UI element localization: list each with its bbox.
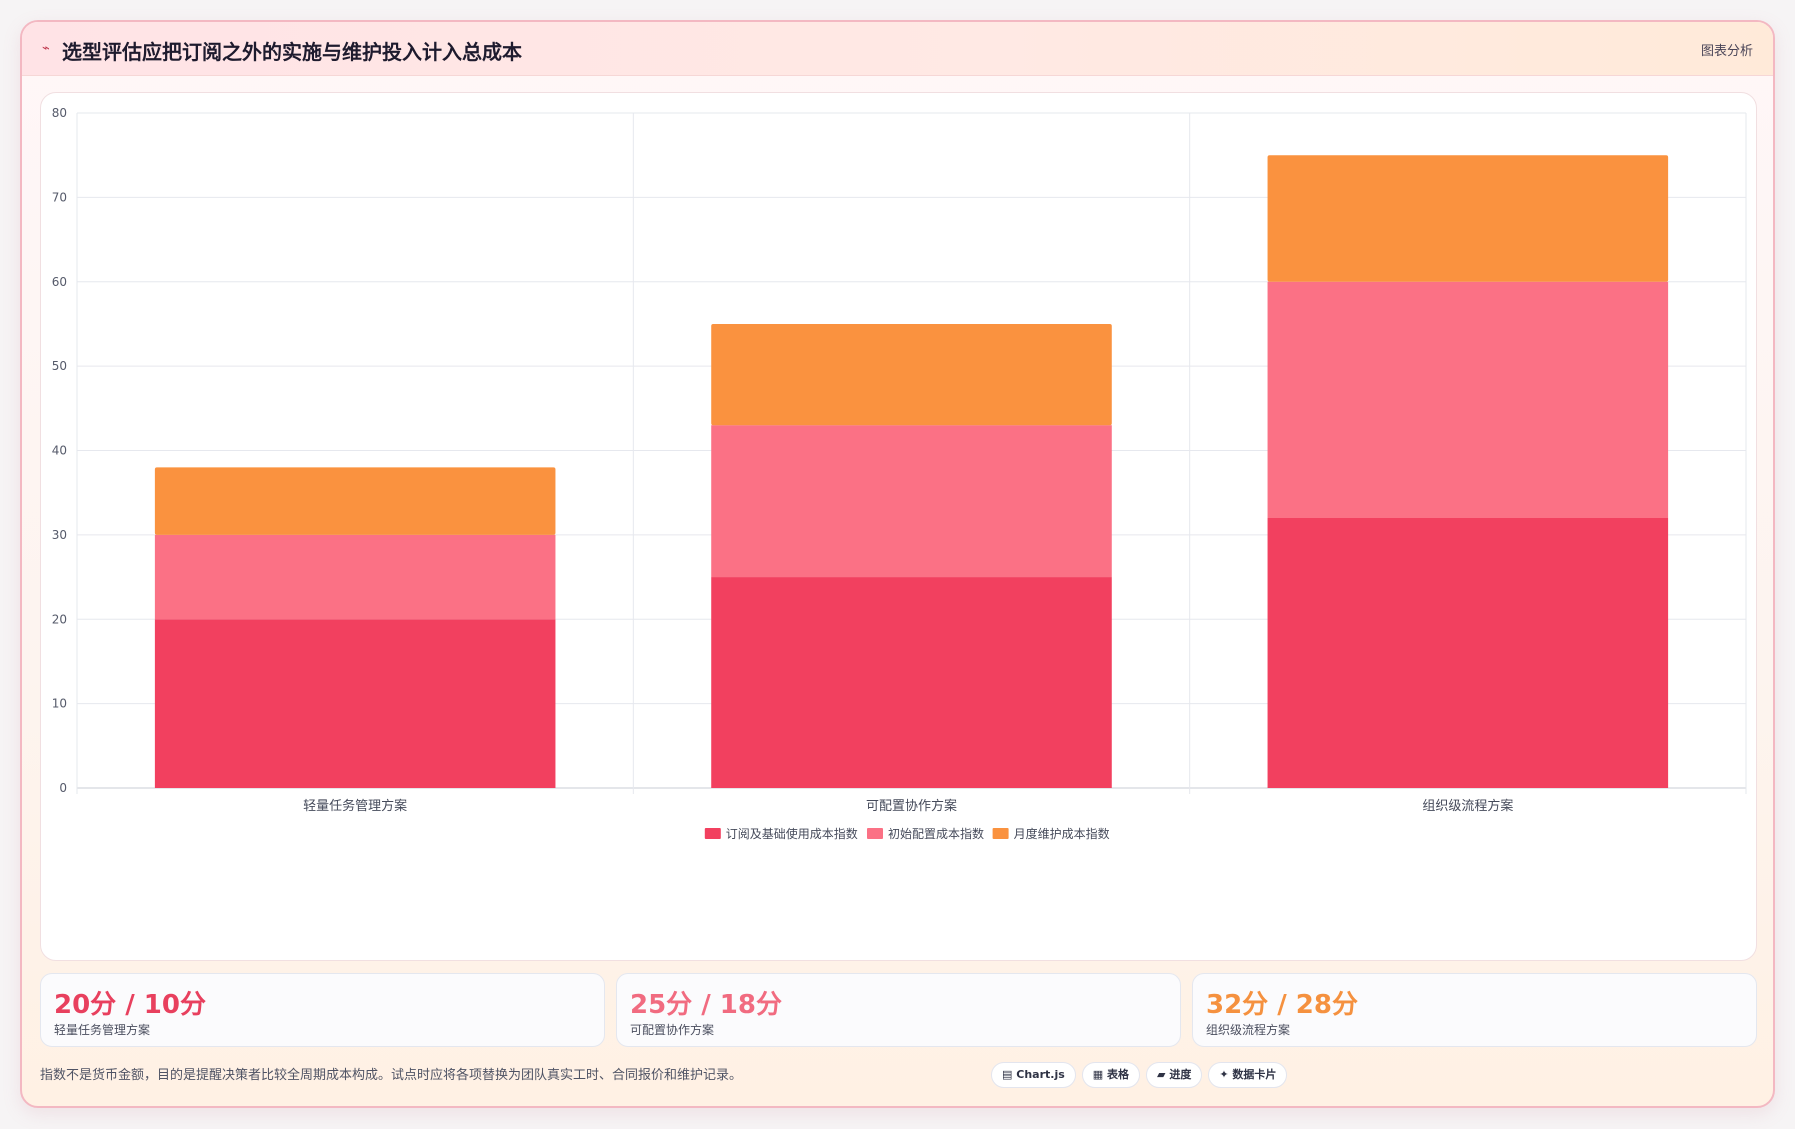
table-icon: ▦	[1092, 1068, 1104, 1081]
y-tick-label: 80	[52, 106, 67, 120]
legend-swatch	[704, 828, 721, 839]
chip-table[interactable]: ▦ 表格	[1081, 1062, 1141, 1088]
stat-value: 32分 / 28分	[1206, 990, 1358, 1020]
chart-icon: ▤	[1002, 1068, 1013, 1081]
legend-label: 初始配置成本指数	[888, 826, 984, 841]
chip-progress[interactable]: ▰ 进度	[1146, 1062, 1203, 1088]
legend-swatch	[992, 828, 1009, 839]
y-tick-label: 0	[59, 781, 67, 795]
panel-title: 选型评估应把订阅之外的实施与维护投入计入总成本	[62, 40, 522, 64]
stat-card-lightweight: 20分 / 10分 轻量任务管理方案	[40, 973, 605, 1047]
chip-label: 数据卡片	[1232, 1068, 1277, 1081]
chart-analysis-tag: 图表分析	[1700, 44, 1753, 59]
y-tick-label: 60	[52, 275, 67, 289]
y-tick-label: 70	[52, 190, 67, 204]
y-tick-label: 10	[52, 697, 67, 711]
bar-segment	[711, 577, 1112, 788]
stat-card-configurable: 25分 / 18分 可配置协作方案	[616, 973, 1181, 1047]
progress-icon: ▰	[1157, 1068, 1166, 1081]
chart-card: 0 10 20 30 40 50 60 70 80 轻量任务管理方案 可配置协作方案 组织级流程方案订…	[40, 92, 1757, 961]
stat-label: 可配置协作方案	[630, 1023, 715, 1037]
legend-label: 订阅及基础使用成本指数	[726, 826, 858, 841]
bar-segment	[1267, 518, 1669, 788]
stat-card-organization: 32分 / 28分 组织级流程方案	[1192, 973, 1757, 1047]
panel-header: ⌁ 选型评估应把订阅之外的实施与维护投入计入总成本 图表分析	[22, 22, 1773, 76]
feature-chips: ▤ Chart.js ▦ 表格 ▰ 进度 ✦ 数据卡片	[991, 1062, 1293, 1090]
stat-value: 25分 / 18分	[630, 990, 782, 1020]
chip-label: Chart.js	[1016, 1068, 1065, 1081]
chip-chartjs[interactable]: ▤ Chart.js	[991, 1062, 1076, 1088]
stat-value: 20分 / 10分	[54, 990, 206, 1020]
stat-label: 组织级流程方案	[1206, 1023, 1291, 1037]
chart-line-icon: ⌁	[42, 41, 50, 56]
y-tick-label: 30	[52, 528, 67, 542]
x-tick-label: 可配置协作方案	[866, 798, 957, 814]
y-tick-label: 50	[52, 359, 67, 373]
chip-data-cards[interactable]: ✦ 数据卡片	[1208, 1062, 1288, 1088]
bar-segment	[154, 619, 556, 788]
stacked-bar-chart: 0 10 20 30 40 50 60 70 80 轻量任务管理方案 可配置协作方案 组织级流程方案订…	[52, 106, 1747, 841]
x-tick-label: 轻量任务管理方案	[303, 798, 407, 814]
y-tick-label: 20	[52, 612, 67, 626]
bar-segment	[1267, 281, 1669, 518]
bar-segment	[711, 323, 1112, 426]
y-tick-label: 40	[52, 444, 67, 458]
sparkle-icon: ✦	[1219, 1068, 1229, 1081]
chip-label: 表格	[1107, 1068, 1130, 1081]
chip-label: 进度	[1169, 1068, 1192, 1081]
bar-segment	[154, 534, 556, 620]
legend-swatch	[867, 828, 883, 839]
chart-panel: ⌁ 选型评估应把订阅之外的实施与维护投入计入总成本 图表分析 0 10 20 30 40…	[20, 20, 1775, 1108]
x-tick-label: 组织级流程方案	[1422, 798, 1513, 814]
bar-segment	[154, 467, 556, 535]
footnote: 指数不是货币金额，目的是提醒决策者比较全周期成本构成。试点时应将各项替换为团队真…	[40, 1068, 743, 1083]
bar-segment	[1267, 155, 1669, 282]
stat-label: 轻量任务管理方案	[54, 1023, 151, 1037]
bar-segment	[711, 425, 1112, 578]
legend-label: 月度维护成本指数	[1014, 826, 1110, 841]
